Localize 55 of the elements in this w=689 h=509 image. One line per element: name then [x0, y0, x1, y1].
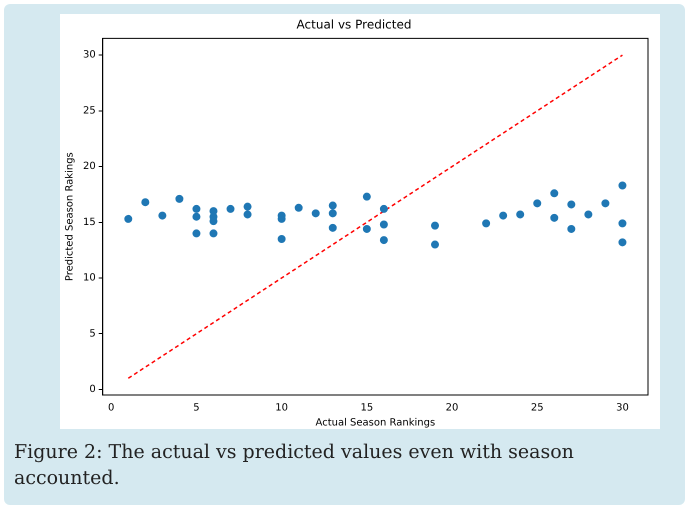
point: [328, 202, 337, 210]
x-tick-label: 5: [193, 402, 200, 414]
point: [328, 209, 337, 218]
y-tick-label: 25: [82, 105, 96, 116]
point: [380, 236, 388, 244]
point: [431, 240, 439, 249]
point: [499, 212, 508, 220]
y-tick-label: 15: [82, 216, 96, 228]
x-tick-label: 30: [616, 402, 629, 414]
y-tick-label: 30: [82, 50, 96, 61]
point: [584, 210, 592, 218]
point: [550, 214, 558, 222]
x-tick-label: 20: [446, 402, 458, 414]
point: [431, 222, 439, 230]
point: [192, 204, 200, 213]
point: [192, 229, 200, 238]
x-tick-label: 25: [530, 402, 544, 414]
point: [244, 202, 252, 211]
point: [618, 182, 626, 190]
point: [328, 224, 337, 232]
y-tick-label: 5: [89, 328, 96, 340]
point: [226, 204, 235, 213]
point: [550, 189, 558, 198]
x-axis-title: Actual Season Rankings: [316, 418, 436, 429]
point: [362, 224, 371, 233]
point: [618, 238, 626, 246]
point: [278, 234, 286, 243]
point: [244, 210, 252, 218]
caption: Figure 2: The actual vs predicted values even with season accounted.: [14, 440, 575, 491]
y-tick-label: 0: [89, 384, 96, 396]
x-tick-label: 15: [360, 402, 374, 414]
point: [567, 224, 576, 233]
point: [482, 219, 490, 228]
y-tick-label: 10: [82, 272, 96, 284]
point: [192, 212, 200, 221]
point: [533, 199, 542, 208]
point: [124, 214, 132, 223]
point: [175, 194, 184, 203]
point: [294, 204, 303, 212]
x-tick-label: 0: [108, 402, 114, 414]
point: [380, 220, 388, 228]
y-axis-title: Predicted Season Rakings: [64, 152, 76, 282]
point: [618, 219, 626, 228]
point: [516, 210, 524, 218]
point: [141, 198, 150, 206]
point: [601, 199, 610, 208]
point: [362, 192, 371, 201]
x-tick-label: 10: [275, 402, 288, 414]
point: [567, 200, 576, 208]
point: [209, 229, 218, 238]
point: [158, 212, 166, 220]
y-tick-label: 20: [82, 161, 96, 172]
chart-title: Actual vs Predicted: [296, 17, 412, 32]
point: [312, 209, 320, 218]
point: [380, 204, 388, 213]
